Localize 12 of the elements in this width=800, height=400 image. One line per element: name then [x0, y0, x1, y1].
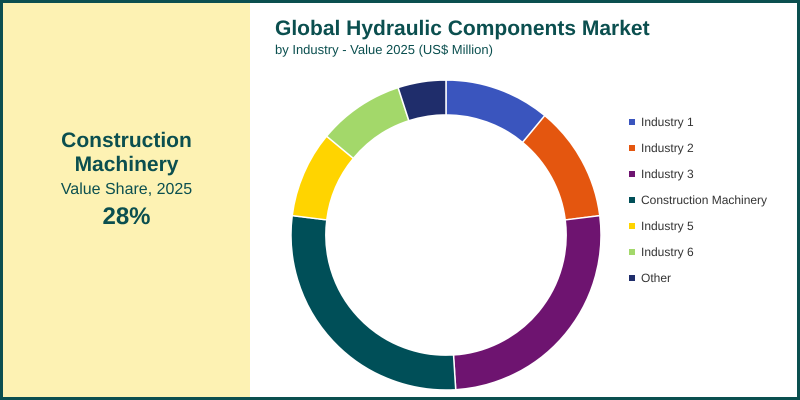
legend-label: Industry 6 [641, 245, 694, 259]
legend-label: Industry 1 [641, 115, 694, 129]
legend-label: Other [641, 271, 672, 285]
legend-label: Industry 2 [641, 141, 694, 155]
text: Construction Machinery [60, 129, 193, 177]
legend-label: Construction Machinery [641, 193, 768, 207]
text: Value Share, 2025 [60, 181, 194, 199]
chart-subtitle: by Industry - Value 2025 (US$ Million) [275, 42, 493, 57]
legend-label: Industry 3 [641, 167, 694, 181]
chart-title: Global Hydraulic Components Market [275, 17, 650, 40]
text: 28% [101, 203, 152, 231]
legend-label: Industry 5 [641, 219, 694, 233]
